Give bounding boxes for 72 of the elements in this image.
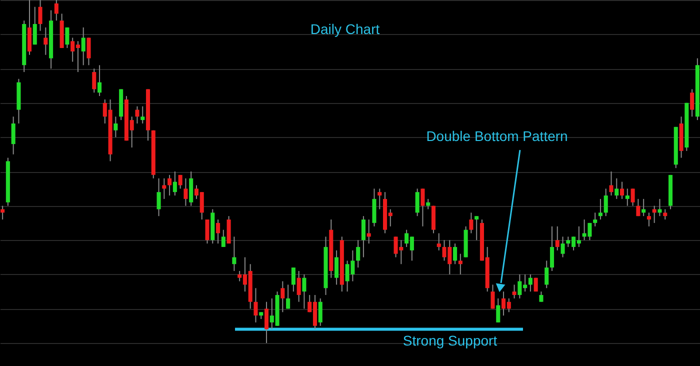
candlestick [496,298,500,323]
candlestick [205,219,210,244]
ref-line-label: Strong Support [402,332,498,348]
candlestick [458,253,462,275]
text: Daily Chart [310,21,380,37]
candlestick [436,232,441,251]
candlestick [550,226,554,272]
candlestick [291,267,296,292]
candlestick [361,216,366,258]
candlestick [642,198,646,217]
candlestick [168,174,172,196]
candlestick [356,240,360,268]
candlestick [11,116,16,155]
candlestick [286,284,290,310]
candlestick [98,64,102,97]
candlestick [54,0,58,22]
candlestick [156,178,161,217]
candlestick [378,188,382,210]
candlestick [614,178,619,200]
candlestick [646,212,651,227]
candlestick [560,236,565,258]
candlestick [296,270,301,302]
candlestick [539,291,544,302]
candlestick [334,250,339,286]
candlestick [544,260,549,289]
candlestick [44,26,48,56]
candlestick [453,243,458,265]
candlestick [254,288,258,323]
candlestick [172,171,177,196]
candlestick [420,188,425,227]
candlestick [512,284,516,299]
candlestick [38,0,42,32]
candlestick [474,216,479,241]
candlestick [426,198,430,210]
candlestick [636,198,640,217]
candlestick [490,284,495,310]
candlestick [184,178,188,206]
candlestick [690,88,694,118]
candlestick [32,6,37,46]
candlestick [178,174,182,190]
candlestick [663,208,668,220]
candlestick [135,106,140,124]
candlestick [86,37,91,66]
candlestick [620,181,624,200]
candlestick [630,188,635,206]
candlestick [140,106,145,124]
candlestick [92,68,96,94]
candlestick [415,188,420,217]
candlestick [302,274,306,310]
candlestick [280,280,285,313]
candlestick [232,236,236,272]
candlestick [366,219,371,244]
candlestick [114,116,118,138]
candlestick [469,212,474,234]
candlestick [216,219,220,244]
candlestick [598,198,602,220]
candlestick [604,188,608,217]
candlestick [221,229,226,248]
candlestick [625,188,630,206]
candlestick [593,212,598,227]
candlestick [81,26,86,66]
candlestick [65,26,70,49]
candlestick [0,205,5,220]
candlestick [652,205,656,224]
candlestick [658,198,662,217]
candlestick [318,298,322,326]
candlestick [162,178,166,200]
candlestick [264,301,269,344]
candlestick [528,274,532,292]
annotation: Double Bottom Pattern [426,128,568,144]
candlestick [555,226,560,251]
candlestick [609,171,614,196]
